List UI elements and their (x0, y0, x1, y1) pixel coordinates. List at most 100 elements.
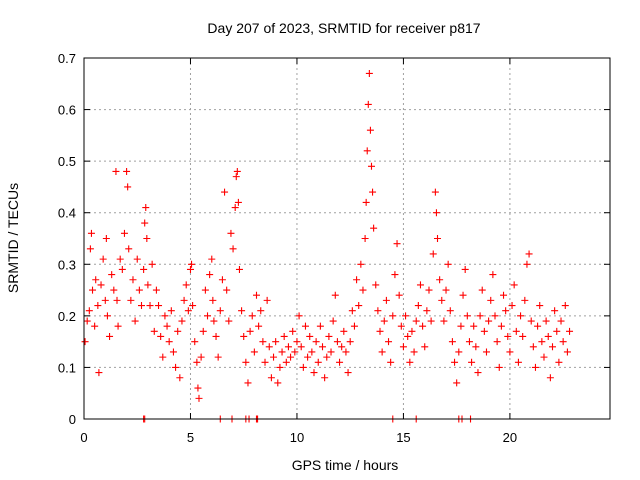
data-points (81, 69, 574, 423)
data-point (165, 338, 173, 346)
data-point (431, 188, 439, 196)
data-point (120, 229, 128, 237)
data-point (397, 322, 405, 330)
data-point (406, 358, 414, 366)
data-point (106, 332, 114, 340)
y-tick-label: 0.4 (58, 206, 76, 221)
data-point (495, 363, 503, 371)
data-point (385, 338, 393, 346)
data-point (114, 322, 122, 330)
data-point (297, 343, 305, 351)
data-point (476, 312, 484, 320)
data-point (459, 291, 467, 299)
data-point (485, 317, 493, 325)
data-point (108, 271, 116, 279)
data-point (457, 322, 465, 330)
data-point (150, 327, 158, 335)
data-point (99, 255, 107, 263)
data-point (521, 296, 529, 304)
data-point (438, 296, 446, 304)
data-point (157, 332, 165, 340)
data-point (478, 286, 486, 294)
data-point (366, 126, 374, 134)
data-point (374, 307, 382, 315)
y-tick-label: 0.7 (58, 51, 76, 66)
data-point (306, 332, 314, 340)
data-point (534, 322, 542, 330)
data-point (474, 369, 482, 377)
data-point (270, 353, 278, 361)
data-point (444, 260, 452, 268)
data-point (201, 286, 209, 294)
data-point (95, 369, 103, 377)
data-point (393, 240, 401, 248)
data-point (293, 338, 301, 346)
data-point (91, 322, 99, 330)
data-point (561, 302, 569, 310)
data-point (463, 312, 471, 320)
data-point (118, 265, 126, 273)
data-point (359, 286, 367, 294)
data-point (514, 358, 522, 366)
data-point (81, 338, 89, 346)
data-point (103, 312, 111, 320)
data-point (184, 307, 192, 315)
data-point (304, 353, 312, 361)
data-point (376, 327, 384, 335)
data-point (87, 229, 95, 237)
data-point (489, 271, 497, 279)
data-point (372, 281, 380, 289)
data-point (504, 332, 512, 340)
data-point (316, 322, 324, 330)
data-point (502, 307, 510, 315)
data-point (470, 322, 478, 330)
data-point (242, 358, 250, 366)
data-point (395, 291, 403, 299)
y-tick-label: 0.5 (58, 154, 76, 169)
data-point (301, 322, 309, 330)
data-point (272, 338, 280, 346)
data-point (180, 296, 188, 304)
data-point (506, 348, 514, 356)
data-point (340, 327, 348, 335)
data-point (227, 229, 235, 237)
data-point (152, 286, 160, 294)
data-point (310, 369, 318, 377)
data-point (344, 369, 352, 377)
data-point (312, 338, 320, 346)
data-point (329, 317, 337, 325)
data-point (538, 338, 546, 346)
y-tick-label: 0.6 (58, 103, 76, 118)
data-point (212, 332, 220, 340)
data-point (429, 250, 437, 258)
data-point (453, 379, 461, 387)
data-point (357, 260, 365, 268)
data-point (195, 394, 203, 402)
data-point (529, 343, 537, 351)
data-point (361, 235, 369, 242)
data-point (519, 332, 527, 340)
data-point (97, 281, 105, 289)
data-point (348, 307, 356, 315)
data-point (141, 219, 149, 227)
data-point (204, 312, 212, 320)
data-point (250, 348, 258, 356)
data-point (404, 332, 412, 340)
data-point (135, 286, 143, 294)
data-point (323, 353, 331, 361)
data-point (416, 281, 424, 289)
data-point (559, 338, 567, 346)
data-point (551, 307, 559, 315)
data-point (544, 332, 552, 340)
data-point (261, 358, 269, 366)
data-point (472, 343, 480, 351)
data-point (410, 348, 418, 356)
data-point (491, 312, 499, 320)
data-point (487, 296, 495, 304)
data-point (546, 374, 554, 382)
x-tick-label: 15 (396, 430, 410, 445)
data-point (188, 260, 196, 268)
data-point (231, 204, 239, 212)
data-point (321, 374, 329, 382)
data-point (314, 358, 322, 366)
